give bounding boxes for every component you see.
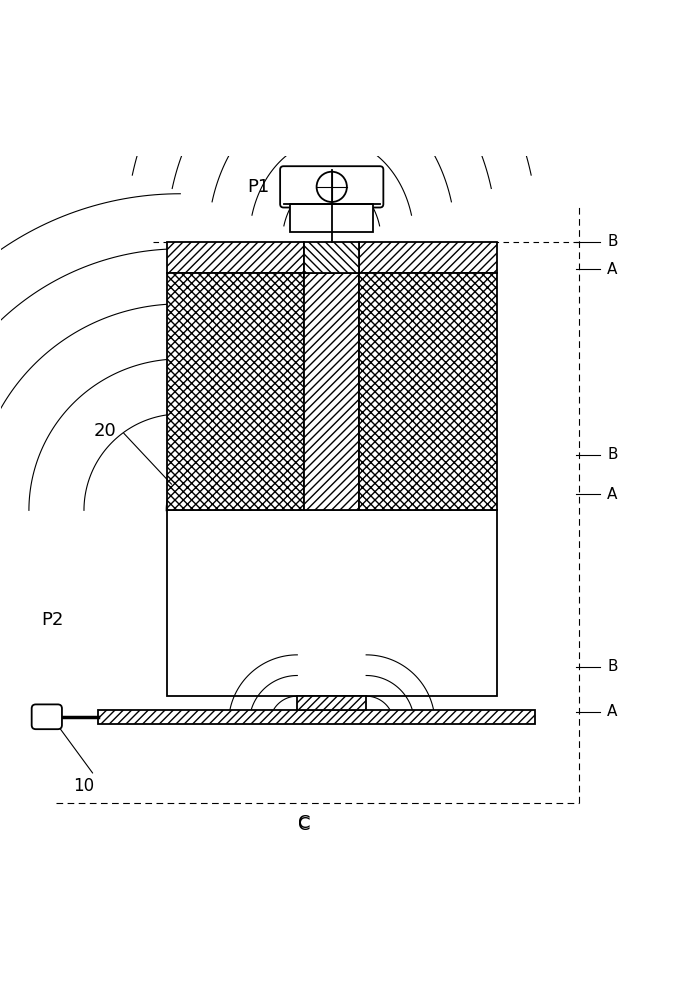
Bar	[304, 273, 359, 510]
Text: P2: P2	[41, 611, 64, 629]
Text: B: B	[607, 447, 618, 462]
Text: 10: 10	[73, 777, 95, 795]
Bar	[359, 242, 497, 273]
Bar	[167, 273, 304, 510]
Text: A: A	[607, 704, 617, 719]
Text: 20: 20	[93, 422, 116, 440]
Bar	[167, 242, 304, 273]
Text: C: C	[298, 814, 310, 832]
Bar	[167, 273, 304, 510]
Bar	[304, 273, 359, 510]
Bar	[297, 696, 366, 710]
Bar	[97, 710, 535, 724]
Text: B: B	[607, 659, 618, 674]
Bar	[359, 273, 497, 510]
FancyBboxPatch shape	[32, 704, 62, 729]
Text: P1: P1	[247, 178, 269, 196]
Bar	[167, 510, 497, 696]
Text: C: C	[298, 816, 310, 834]
Bar	[97, 710, 535, 724]
Bar	[359, 242, 497, 273]
Text: B: B	[607, 234, 618, 249]
Bar	[297, 696, 366, 710]
Bar	[304, 242, 359, 273]
Circle shape	[316, 172, 347, 202]
Bar	[290, 204, 373, 232]
Bar	[167, 242, 304, 273]
FancyBboxPatch shape	[280, 166, 384, 208]
Text: A: A	[607, 487, 617, 502]
Bar	[304, 242, 359, 273]
Bar	[359, 273, 497, 510]
Text: A: A	[607, 262, 617, 277]
